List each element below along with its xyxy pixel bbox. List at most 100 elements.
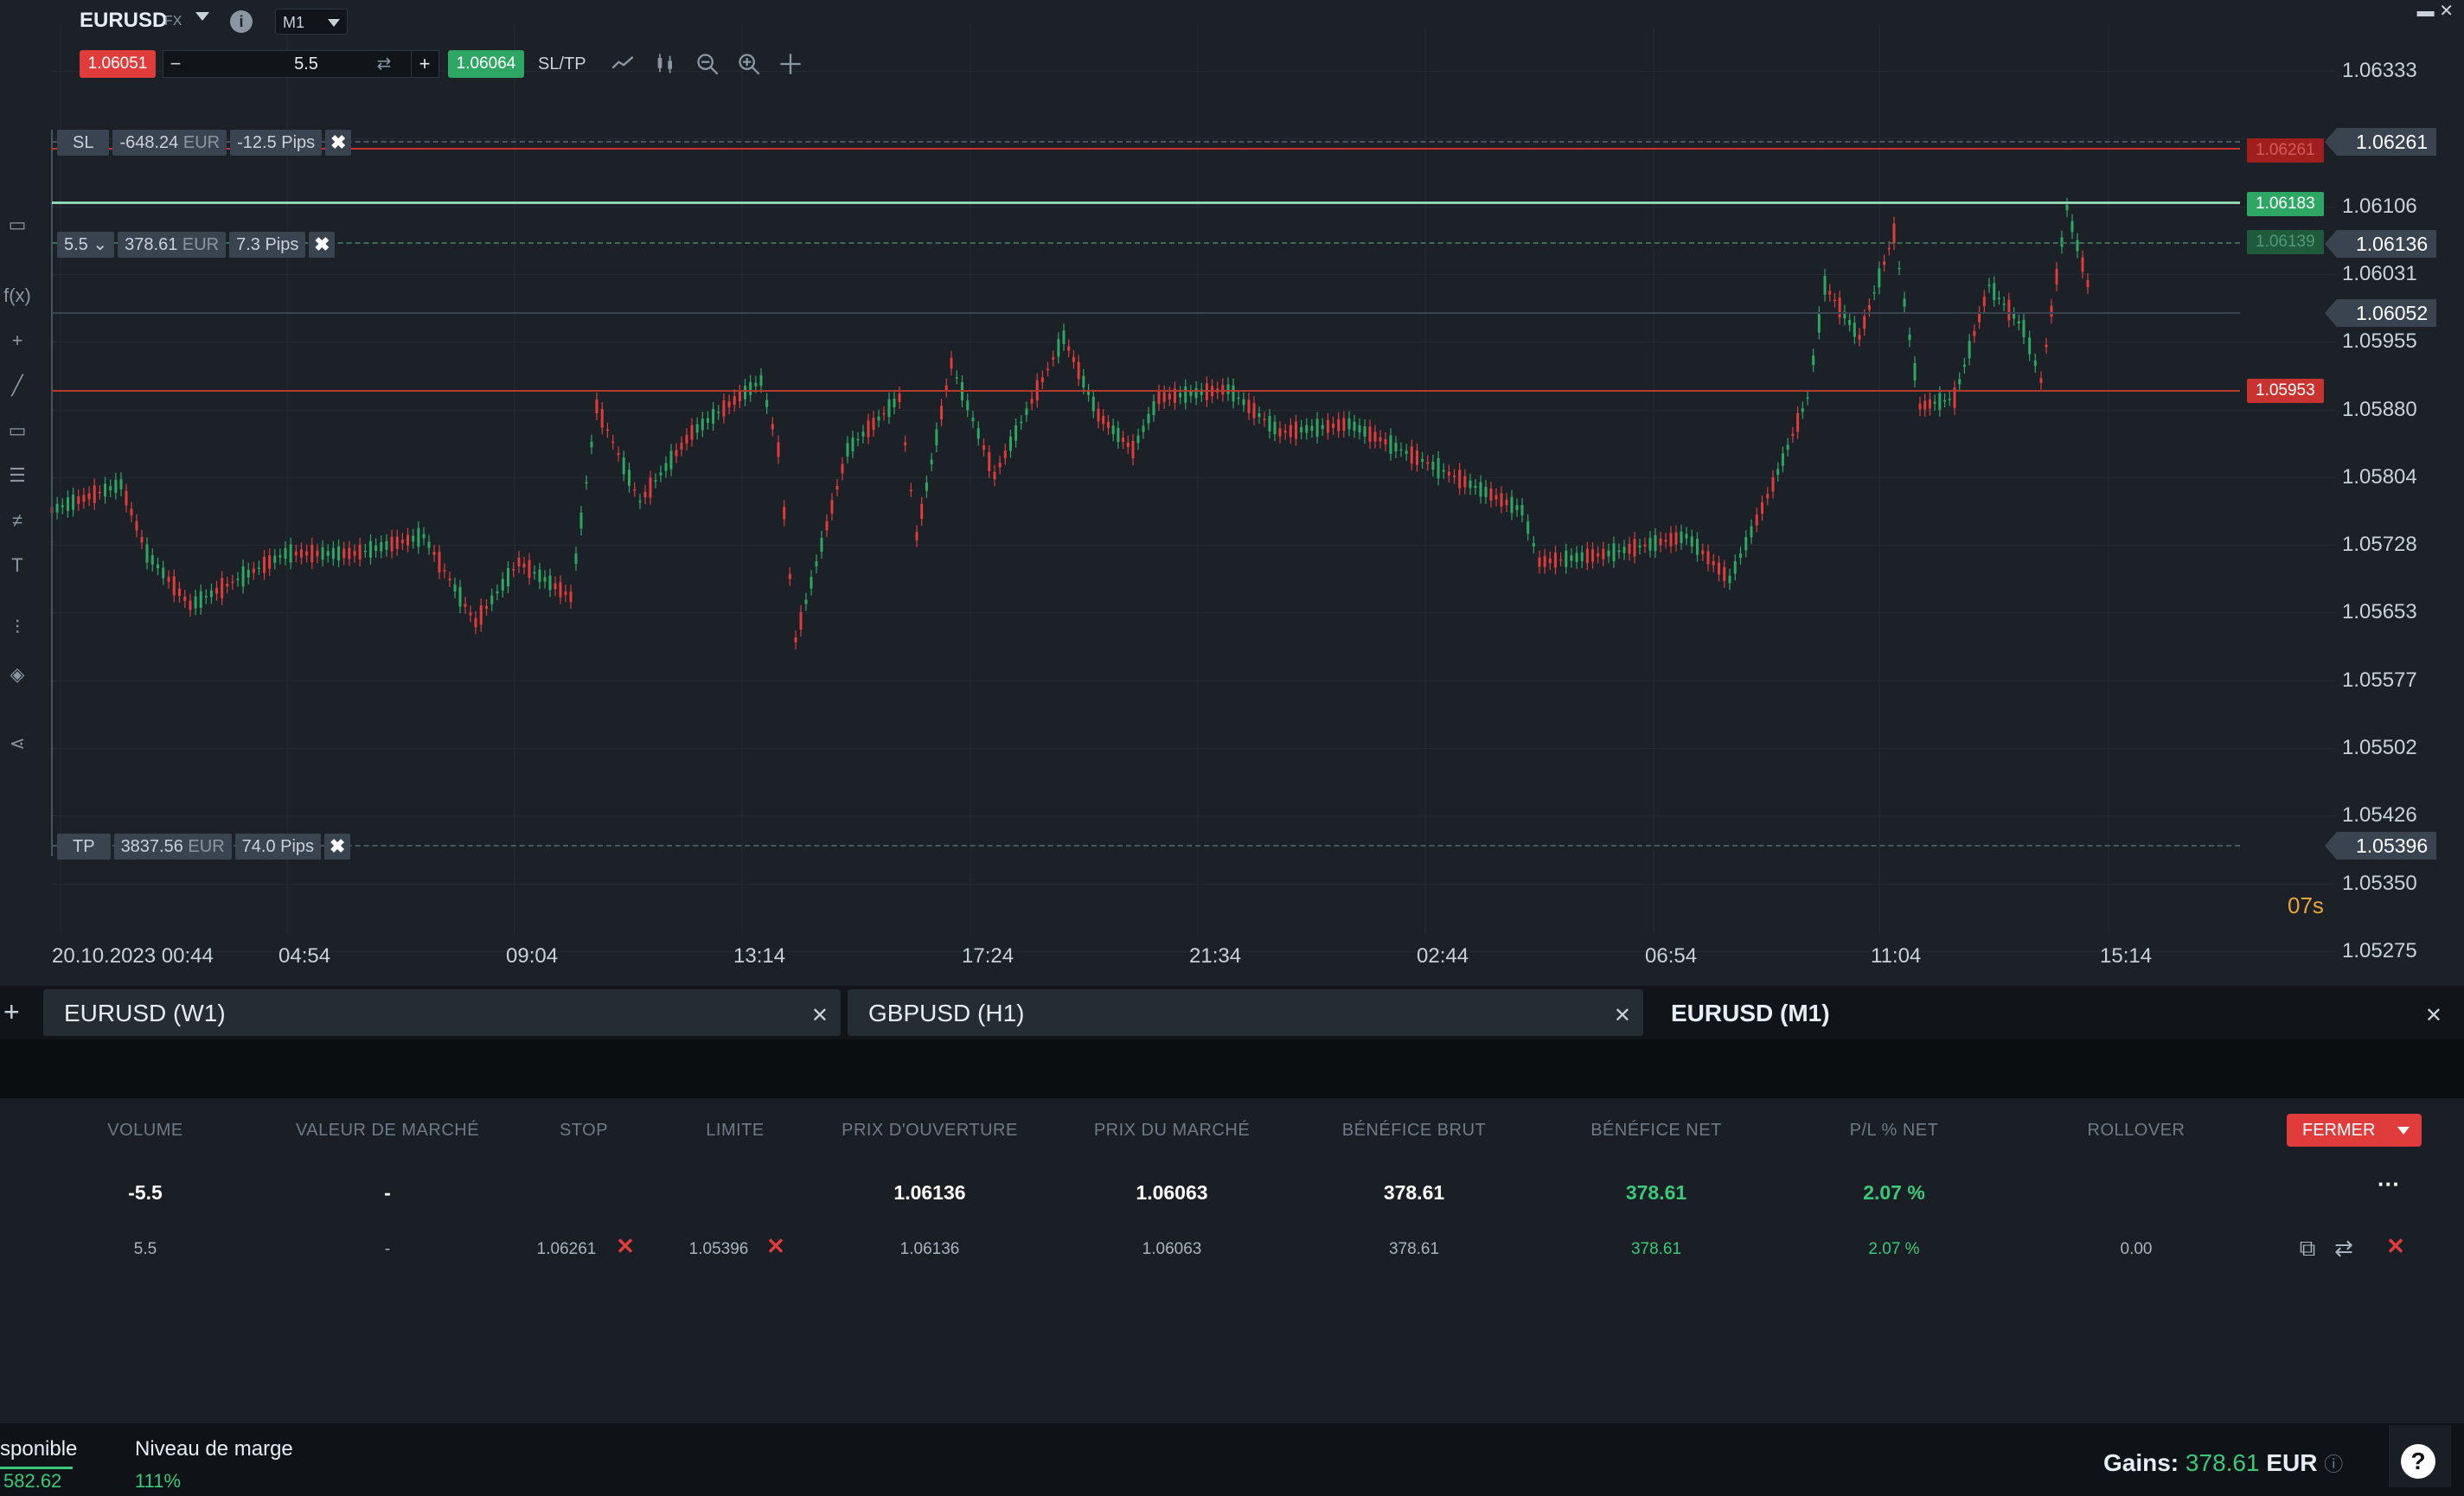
zoom-in-icon[interactable] (737, 52, 763, 78)
candle-body (1258, 413, 1261, 417)
candle-body (82, 495, 86, 502)
col-pl-net: P/L % NET (1849, 1121, 1939, 1140)
rectangle-tool-icon[interactable]: ▭ (8, 419, 27, 441)
increase-button[interactable]: + (411, 51, 438, 77)
candle-body (1106, 421, 1110, 428)
share-icon[interactable]: ⋖ (9, 732, 26, 754)
symbol-name[interactable]: EURUSD (80, 9, 168, 32)
line-chart-icon[interactable] (611, 52, 637, 78)
pitchfork-tool-icon[interactable]: ≠ (11, 509, 23, 531)
candle-body (1368, 426, 1372, 442)
candle-body (749, 381, 752, 395)
candle-body (1252, 403, 1256, 419)
line-tool-icon[interactable]: ╱ (11, 374, 23, 396)
candle-body (759, 374, 763, 387)
chart-area[interactable]: EURUSD FX i M1 1.06051 − 5.5 ⇄ + 1.06064… (0, 0, 2464, 986)
candle-body (638, 501, 642, 502)
take-profit-line[interactable] (52, 845, 2240, 847)
col-open-price: PRIX D'OUVERTURE (842, 1121, 1018, 1140)
detail-stop[interactable]: 1.06261 (536, 1240, 597, 1258)
buy-button[interactable]: 1.06064 (448, 50, 524, 78)
sl-close-icon[interactable]: ✖ (325, 130, 352, 156)
candle-body (877, 416, 880, 421)
info-icon[interactable]: ⓘ (2324, 1454, 2344, 1475)
close-icon[interactable]: ✕ (2439, 2, 2454, 21)
info-icon[interactable]: i (230, 10, 253, 33)
candle-body (496, 591, 499, 594)
candle-body (348, 547, 351, 559)
candle-body (717, 412, 720, 413)
candle-body (738, 391, 741, 401)
quantity-input[interactable]: 5.5 (294, 54, 318, 74)
crosshair-icon[interactable] (778, 52, 804, 78)
more-options-icon[interactable]: ··· (2378, 1171, 2400, 1197)
position-line[interactable] (52, 242, 2240, 244)
quantity-stepper[interactable]: − 5.5 ⇄ + (163, 50, 439, 78)
position-volume[interactable]: 5.5 ⌄ (57, 232, 115, 258)
candles-icon[interactable] (654, 52, 680, 78)
reverse-icon[interactable]: ⇄ (2334, 1235, 2353, 1261)
tp-order-label[interactable]: TP 3837.56 EUR 74.0 Pips ✖ (57, 834, 351, 860)
window-controls[interactable]: ▬ ✕ (2417, 0, 2454, 22)
remove-limit-icon[interactable]: ✕ (766, 1233, 785, 1259)
available-underline (0, 1467, 73, 1469)
tab-eurusd-w1[interactable]: EURUSD (W1) ✕ (43, 989, 841, 1036)
close-icon[interactable]: ✕ (1613, 1004, 1631, 1027)
candle-body (1389, 435, 1392, 454)
price-tick-label: 1.06031 (2342, 261, 2417, 285)
decrease-button[interactable]: − (170, 53, 182, 74)
price-tick-label: 1.05804 (2342, 464, 2417, 489)
candle-body (777, 442, 780, 457)
candle-body (664, 463, 668, 471)
candle-body (1363, 426, 1366, 437)
add-tab-button[interactable]: + (3, 996, 20, 1027)
candle-body (600, 409, 604, 428)
detail-limit[interactable]: 1.05396 (688, 1240, 749, 1258)
maximize-icon[interactable]: ▬ (2416, 2, 2435, 21)
candle-body (1173, 388, 1176, 403)
candle-body (815, 561, 818, 566)
candle-body (1405, 451, 1408, 454)
grid-line (52, 138, 2335, 140)
time-tick-label: 11:04 (1871, 944, 1922, 968)
close-all-button[interactable]: FERMER (2287, 1114, 2422, 1147)
candle-body (569, 591, 573, 603)
remove-stop-icon[interactable]: ✕ (616, 1233, 635, 1259)
crosshair-tool-icon[interactable]: + (11, 329, 23, 351)
sl-order-label[interactable]: SL -648.24 EUR -12.5 Pips ✖ (57, 130, 352, 156)
tab-gbpusd-h1[interactable]: GBPUSD (H1) ✕ (848, 989, 1643, 1036)
available-label: sponible (0, 1437, 78, 1461)
candle-body (326, 551, 330, 556)
candle-body (1928, 399, 1931, 409)
position-close-icon[interactable]: ✖ (309, 232, 336, 258)
candle-body (1532, 543, 1535, 547)
candle-body (1833, 299, 1836, 302)
text-tool-icon[interactable]: T (11, 554, 23, 576)
close-position-icon[interactable]: ✕ (2386, 1233, 2405, 1259)
sell-button[interactable]: 1.06051 (80, 50, 156, 78)
candle-body (1474, 485, 1477, 489)
position-order-label[interactable]: 5.5 ⌄ 378.61 EUR 7.3 Pips ✖ (57, 232, 336, 258)
sltp-button[interactable]: SL/TP (538, 54, 586, 74)
tab-eurusd-m1[interactable]: EURUSD (M1) ✕ (1650, 989, 2454, 1036)
fibonacci-tool-icon[interactable]: ☰ (9, 464, 26, 486)
candle-body (915, 532, 918, 540)
zoom-out-icon[interactable] (695, 52, 721, 78)
candle-body (1690, 536, 1693, 547)
layers-icon[interactable]: ◈ (10, 663, 25, 685)
swap-icon[interactable]: ⇄ (376, 54, 392, 74)
available-value: 582.62 (3, 1470, 62, 1492)
close-icon[interactable]: ✕ (810, 1004, 829, 1027)
help-button[interactable]: ? (2401, 1444, 2435, 1479)
stop-loss-line[interactable] (52, 148, 2240, 150)
measure-tool-icon[interactable]: ⫶ (15, 617, 20, 638)
candle-body (1373, 432, 1377, 442)
price-chart[interactable] (0, 0, 2464, 986)
close-icon[interactable]: ✕ (2424, 1004, 2442, 1027)
indicator-icon[interactable]: f(x) (3, 284, 31, 306)
timeframe-select[interactable]: M1 (275, 9, 348, 35)
symbol-dropdown-icon[interactable] (195, 12, 209, 21)
copy-icon[interactable]: ⧉ (2299, 1235, 2316, 1261)
tp-close-icon[interactable]: ✖ (324, 834, 351, 860)
select-tool-icon[interactable]: ▭ (8, 214, 27, 235)
